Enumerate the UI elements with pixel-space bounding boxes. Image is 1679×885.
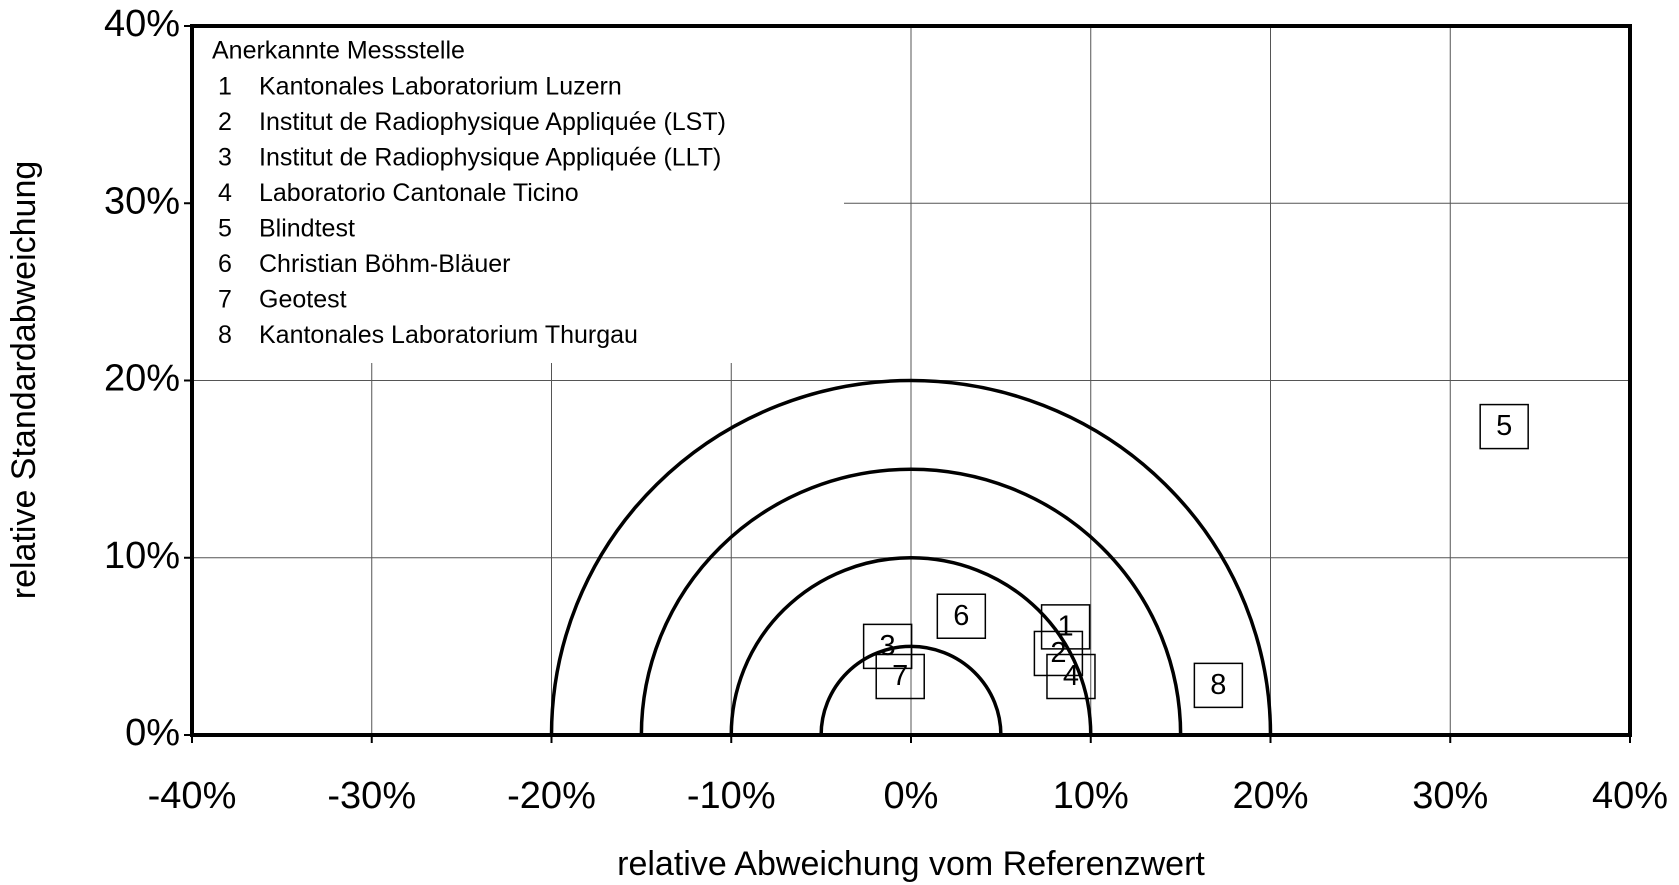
point-label: 1 (1058, 611, 1074, 643)
legend-label: Institut de Radiophysique Appliquée (LST… (259, 108, 726, 136)
x-tick-label: -20% (507, 775, 596, 817)
x-tick-label: 10% (1053, 775, 1129, 817)
point-box (862, 623, 913, 670)
point-box (936, 593, 987, 639)
plot-frame (190, 24, 1632, 737)
legend-box (194, 28, 844, 363)
legend-label: Christian Böhm-Bläuer (259, 250, 511, 278)
x-tick-label: 30% (1412, 775, 1488, 817)
legend-number: 2 (218, 108, 232, 136)
point-box (1040, 604, 1091, 650)
x-tick-label: -30% (327, 775, 416, 817)
x-tick-label: 40% (1592, 775, 1668, 817)
y-tick-label: 10% (104, 535, 180, 577)
point-label: 3 (880, 630, 896, 662)
semicircle (639, 467, 1183, 736)
x-tick-label: -10% (687, 775, 776, 817)
point-label: 4 (1063, 660, 1079, 692)
point-box (1193, 662, 1244, 709)
legend-label: Institut de Radiophysique Appliquée (LLT… (259, 144, 721, 172)
legend-number: 6 (218, 250, 232, 278)
legend-number: 3 (218, 144, 232, 172)
y-tick-label: 40% (104, 3, 180, 45)
legend-number: 5 (218, 215, 232, 243)
x-tick-label: -40% (148, 775, 237, 817)
point-label: 5 (1496, 410, 1512, 442)
legend-label: Kantonales Laboratorium Thurgau (259, 321, 638, 349)
point-label: 6 (953, 600, 969, 632)
legend-number: 7 (218, 286, 232, 314)
point-box (1033, 630, 1084, 677)
legend-label: Laboratorio Cantonale Ticino (259, 179, 579, 207)
x-tick-label: 0% (884, 775, 939, 817)
legend-label: Kantonales Laboratorium Luzern (259, 73, 622, 101)
y-axis-label: relative Standardabweichung (5, 161, 43, 600)
point-label: 7 (892, 660, 908, 692)
x-axis-label: relative Abweichung vom Referenzwert (617, 845, 1205, 883)
legend-number: 4 (218, 179, 232, 207)
point-box (875, 653, 925, 700)
y-tick-label: 20% (104, 358, 180, 400)
point-box (1479, 403, 1529, 450)
semicircle (549, 378, 1273, 736)
point-label: 2 (1050, 637, 1066, 669)
legend-number: 8 (218, 321, 232, 349)
x-tick-label: 20% (1232, 775, 1308, 817)
legend-title: Anerkannte Messstelle (212, 37, 465, 65)
y-tick-label: 0% (125, 712, 180, 754)
semicircle (729, 556, 1093, 736)
legend-number: 1 (218, 73, 232, 101)
legend-label: Blindtest (259, 215, 355, 243)
point-box (1046, 653, 1096, 700)
y-tick-label: 30% (104, 180, 180, 222)
legend-label: Geotest (259, 286, 347, 314)
point-label: 8 (1210, 669, 1226, 701)
